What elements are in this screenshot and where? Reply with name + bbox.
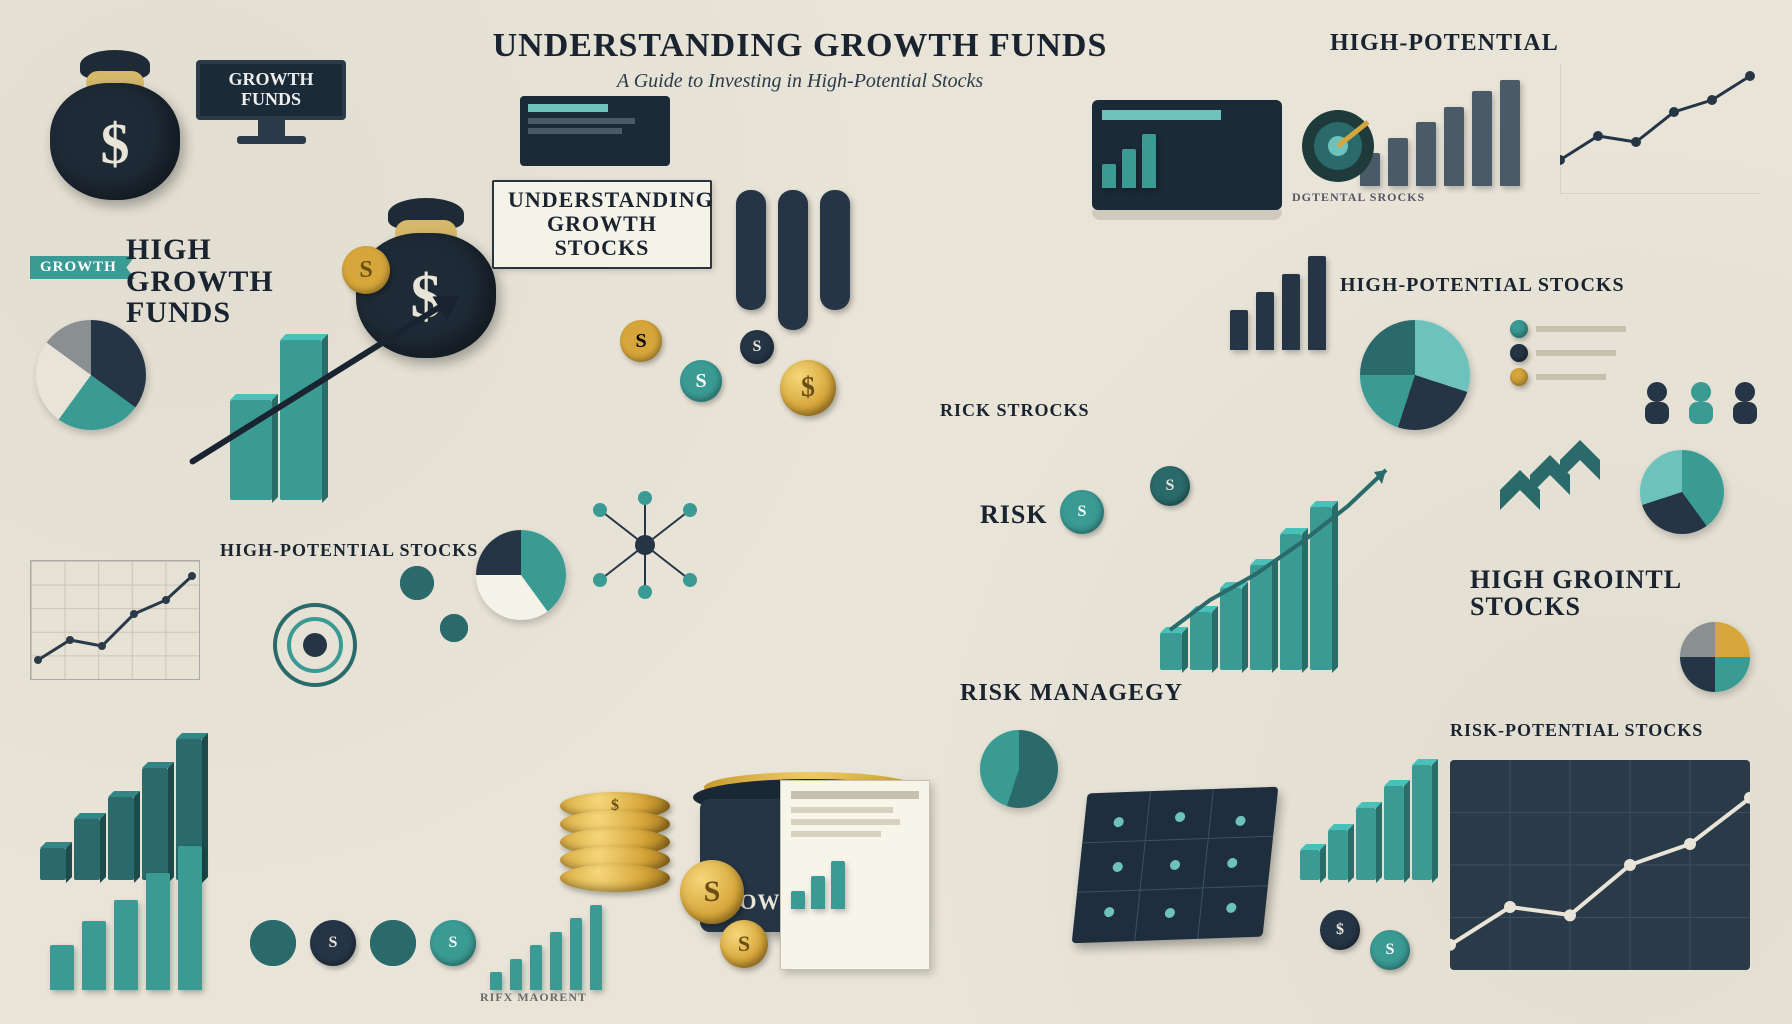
- laptop-icon: [1092, 100, 1282, 220]
- growth-ribbon: GROWTH: [30, 256, 135, 279]
- coin-icon: S: [342, 246, 390, 294]
- mini-dashboard-card: [520, 96, 670, 166]
- pie-chart: [36, 320, 146, 430]
- target-icon: [270, 600, 360, 695]
- label-risk-managegy: RISK MANAGEGY: [960, 680, 1183, 707]
- bar-chart: [50, 840, 202, 990]
- growth-arrow: [190, 460, 490, 466]
- network-icon: [580, 490, 710, 605]
- label-high-potential: HIGH-POTENTIAL: [1330, 30, 1559, 57]
- line-chart: [1560, 64, 1760, 194]
- line-path: [30, 560, 200, 680]
- bar-chart: [1360, 76, 1520, 186]
- people-icons: [1640, 380, 1762, 424]
- pie-chart: [1680, 622, 1750, 692]
- label-risk-potential: RISK-POTENTIAL STOCKS: [1450, 720, 1703, 741]
- bar-chart: [1300, 760, 1432, 880]
- coin-icon: S: [620, 320, 662, 362]
- risk-matrix: [1072, 787, 1279, 944]
- pie-chart: [1640, 450, 1724, 534]
- label-risk: RISK: [980, 500, 1048, 530]
- label-high-potential-stocks: HIGH-POTENTIAL STOCKS: [220, 540, 478, 561]
- coin-icon: $: [780, 360, 836, 416]
- bar-pair-3d: [230, 330, 322, 500]
- coin-stack: $: [560, 800, 670, 892]
- bar-chart: [1230, 250, 1326, 350]
- gear-icon: [440, 614, 468, 642]
- pie-chart: [980, 730, 1058, 808]
- label-high-growth-funds: HIGH GROWTH FUNDS: [126, 234, 326, 329]
- coin-icon: S: [680, 360, 722, 402]
- label-rifx: RIFX MAORENT: [480, 990, 587, 1005]
- trend-line: [1160, 450, 1400, 650]
- coin-icon: S: [720, 920, 768, 968]
- coin-icon: $: [1320, 910, 1360, 950]
- label-understanding-growth-stocks: UNDERSTANDING GROWTH STOCKS: [492, 180, 712, 269]
- pie-chart: [1360, 320, 1470, 430]
- coin-icon: S: [680, 860, 744, 924]
- risk-icon: S: [1060, 490, 1104, 534]
- monitor-growth-funds: GROWTH FUNDS: [196, 60, 346, 144]
- coin-icon: S: [740, 330, 774, 364]
- pie-chart: [476, 530, 566, 620]
- line-chart-dark: [1450, 760, 1750, 970]
- label-high-potential-stocks-right: HIGH-POTENTIAL STOCKS: [1340, 274, 1625, 297]
- moneybag-icon: $: [50, 50, 180, 200]
- pillar-icons: [736, 190, 850, 330]
- gear-icon: [400, 566, 434, 600]
- document-card: [780, 780, 930, 970]
- page-subtitle: A Guide to Investing in High-Potential S…: [490, 70, 1110, 93]
- chevrons-icon: [1500, 430, 1620, 515]
- bar-chart: [490, 900, 602, 990]
- gear-row: S S: [250, 920, 476, 966]
- gauge-icon: [1296, 104, 1380, 193]
- coin-icon: S: [1370, 930, 1410, 970]
- label-high-grointl: HIGH GROINTL STOCKS: [1470, 566, 1710, 621]
- legend-card: [1510, 320, 1660, 386]
- monitor-label: GROWTH FUNDS: [228, 69, 313, 109]
- label-rick-strocks: RICK STROCKS: [940, 400, 1090, 421]
- page-title: UNDERSTANDING GROWTH FUNDS: [490, 28, 1110, 64]
